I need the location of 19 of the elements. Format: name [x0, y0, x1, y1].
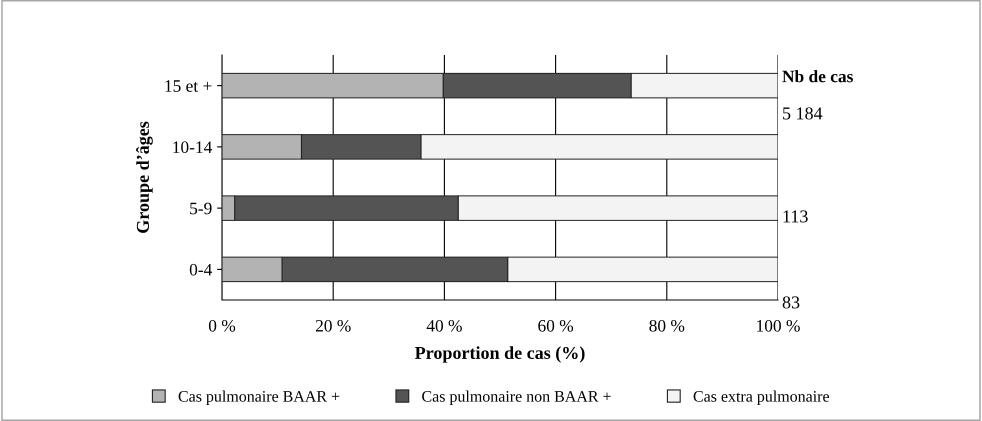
text: 83: [782, 296, 800, 309]
x-tick-label: 100 %: [757, 320, 800, 332]
text: Nb de cas: [782, 70, 853, 82]
x-tick-label: 40 %: [426, 320, 462, 332]
x-tick-label: 0 %: [208, 320, 236, 332]
y-axis-title: Groupe d’âges: [136, 122, 153, 233]
y-tick-label: 0-4: [190, 264, 212, 276]
x-tick-label: 20 %: [316, 320, 351, 332]
y-tick-label: 5-9: [190, 202, 212, 214]
legend-label: Cas pulmonaire non BAAR +: [422, 390, 611, 406]
x-tick-label: 60 %: [538, 320, 574, 332]
y-tick-label: 10-14: [173, 141, 212, 154]
legend-label: Cas extra pulmonaire: [694, 390, 830, 406]
x-axis-title: Proportion de cas (%): [414, 346, 585, 363]
text: 5 184: [783, 107, 822, 120]
text: 113: [784, 210, 808, 223]
y-tick-label: 15 et +: [165, 80, 212, 92]
legend-label: Cas pulmonaire BAAR +: [178, 390, 340, 406]
x-tick-label: 80 %: [649, 320, 684, 332]
